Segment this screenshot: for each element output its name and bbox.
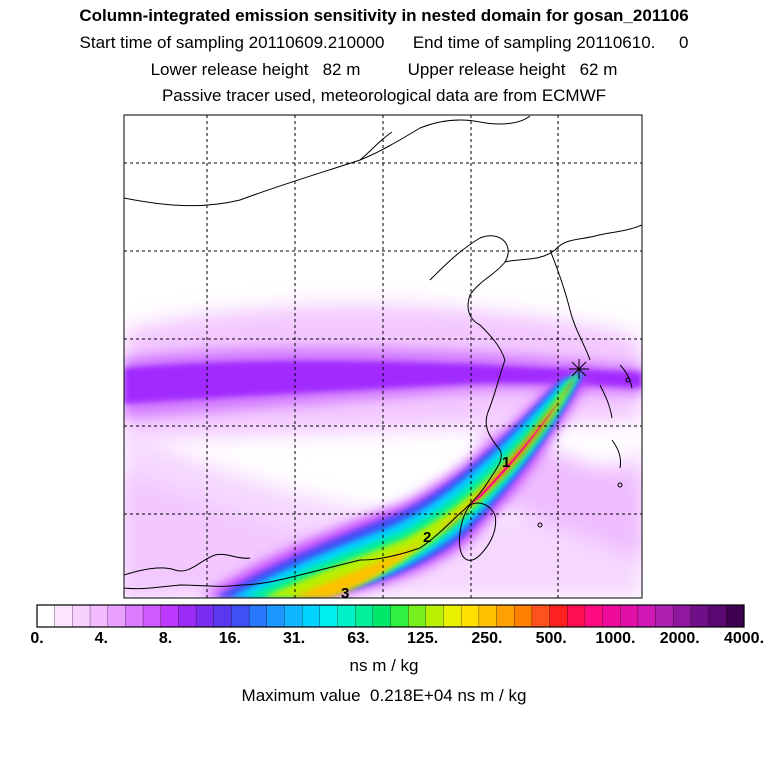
colorbar-cell [301, 604, 321, 628]
colorbar-cell [54, 604, 73, 628]
colorbar-tick-label: 1000. [595, 630, 636, 647]
colorbar-units: ns m / kg [349, 656, 419, 675]
colorbar-cell [125, 604, 144, 628]
colorbar-cells [36, 604, 745, 628]
colorbar-cell [478, 604, 498, 628]
colorbar-cell [160, 604, 179, 628]
colorbar-cell [36, 604, 56, 628]
release-height-line: Lower release height 82 m Upper release … [150, 60, 618, 79]
plume-label-3: 3 [341, 585, 349, 602]
colorbar-tick-label: 4000. [723, 630, 765, 647]
colorbar-cell [266, 604, 285, 628]
colorbar-cell [178, 604, 197, 628]
map-frame [123, 114, 643, 599]
colorbar-cell [213, 604, 232, 628]
colorbar-cell [354, 604, 374, 628]
colorbar-frame [36, 604, 745, 628]
colorbar-cell [514, 604, 533, 628]
colorbar-cell [461, 604, 480, 628]
colorbar-cell [142, 604, 162, 628]
colorbar-tick-label: 63. [347, 630, 370, 647]
coastlines [124, 115, 642, 590]
colorbar-cell [655, 604, 674, 628]
colorbar-tick-label: 0. [30, 630, 44, 647]
colorbar-tick-label: 500. [535, 630, 567, 647]
map-title: Column-integrated emission sensitivity i… [79, 6, 689, 25]
colorbar-cell [319, 604, 339, 628]
colorbar-cell [567, 604, 586, 628]
colorbar-cell [673, 604, 692, 628]
colorbar-cell [708, 604, 727, 628]
graticule [124, 115, 642, 598]
colorbar-cell [89, 604, 109, 628]
colorbar-tick-label: 250. [471, 630, 503, 647]
colorbar-tick-label: 31. [282, 630, 306, 647]
colorbar-cell [602, 604, 621, 628]
release-site-marker [569, 359, 589, 379]
colorbar-cell [549, 604, 568, 628]
colorbar-cell [584, 604, 604, 628]
colorbar-tick-label: 8. [158, 630, 173, 647]
colorbar-cell [690, 604, 710, 628]
colorbar-cell [408, 604, 427, 628]
maximum-value: Maximum value 0.218E+04 ns m / kg [241, 686, 527, 705]
tracer-info-line: Passive tracer used, meteorological data… [161, 86, 607, 105]
colorbar-cell [531, 604, 551, 628]
colorbar-cell [372, 604, 392, 628]
plume-label-2: 2 [423, 529, 431, 546]
colorbar-cell [231, 604, 250, 628]
colorbar-tick-label: 2000. [659, 630, 700, 647]
colorbar-cell [726, 604, 745, 628]
colorbar-cell [72, 604, 91, 628]
colorbar-cell [195, 604, 215, 628]
colorbar-cell [496, 604, 515, 628]
colorbar-tick-label: 125. [407, 630, 439, 647]
colorbar-cell [390, 604, 409, 628]
sampling-time-line: Start time of sampling 20110609.210000 E… [79, 33, 689, 52]
colorbar-cell [107, 604, 126, 628]
colorbar-cell [337, 604, 356, 628]
colorbar-cell [284, 604, 303, 628]
colorbar-tick-label: 16. [218, 630, 241, 647]
colorbar-cell [620, 604, 639, 628]
colorbar-cell [637, 604, 657, 628]
colorbar-cell [248, 604, 268, 628]
colorbar-cell [425, 604, 445, 628]
plume-label-1: 1 [502, 454, 510, 471]
colorbar-cell [443, 604, 462, 628]
colorbar-tick-label: 4. [94, 630, 108, 647]
